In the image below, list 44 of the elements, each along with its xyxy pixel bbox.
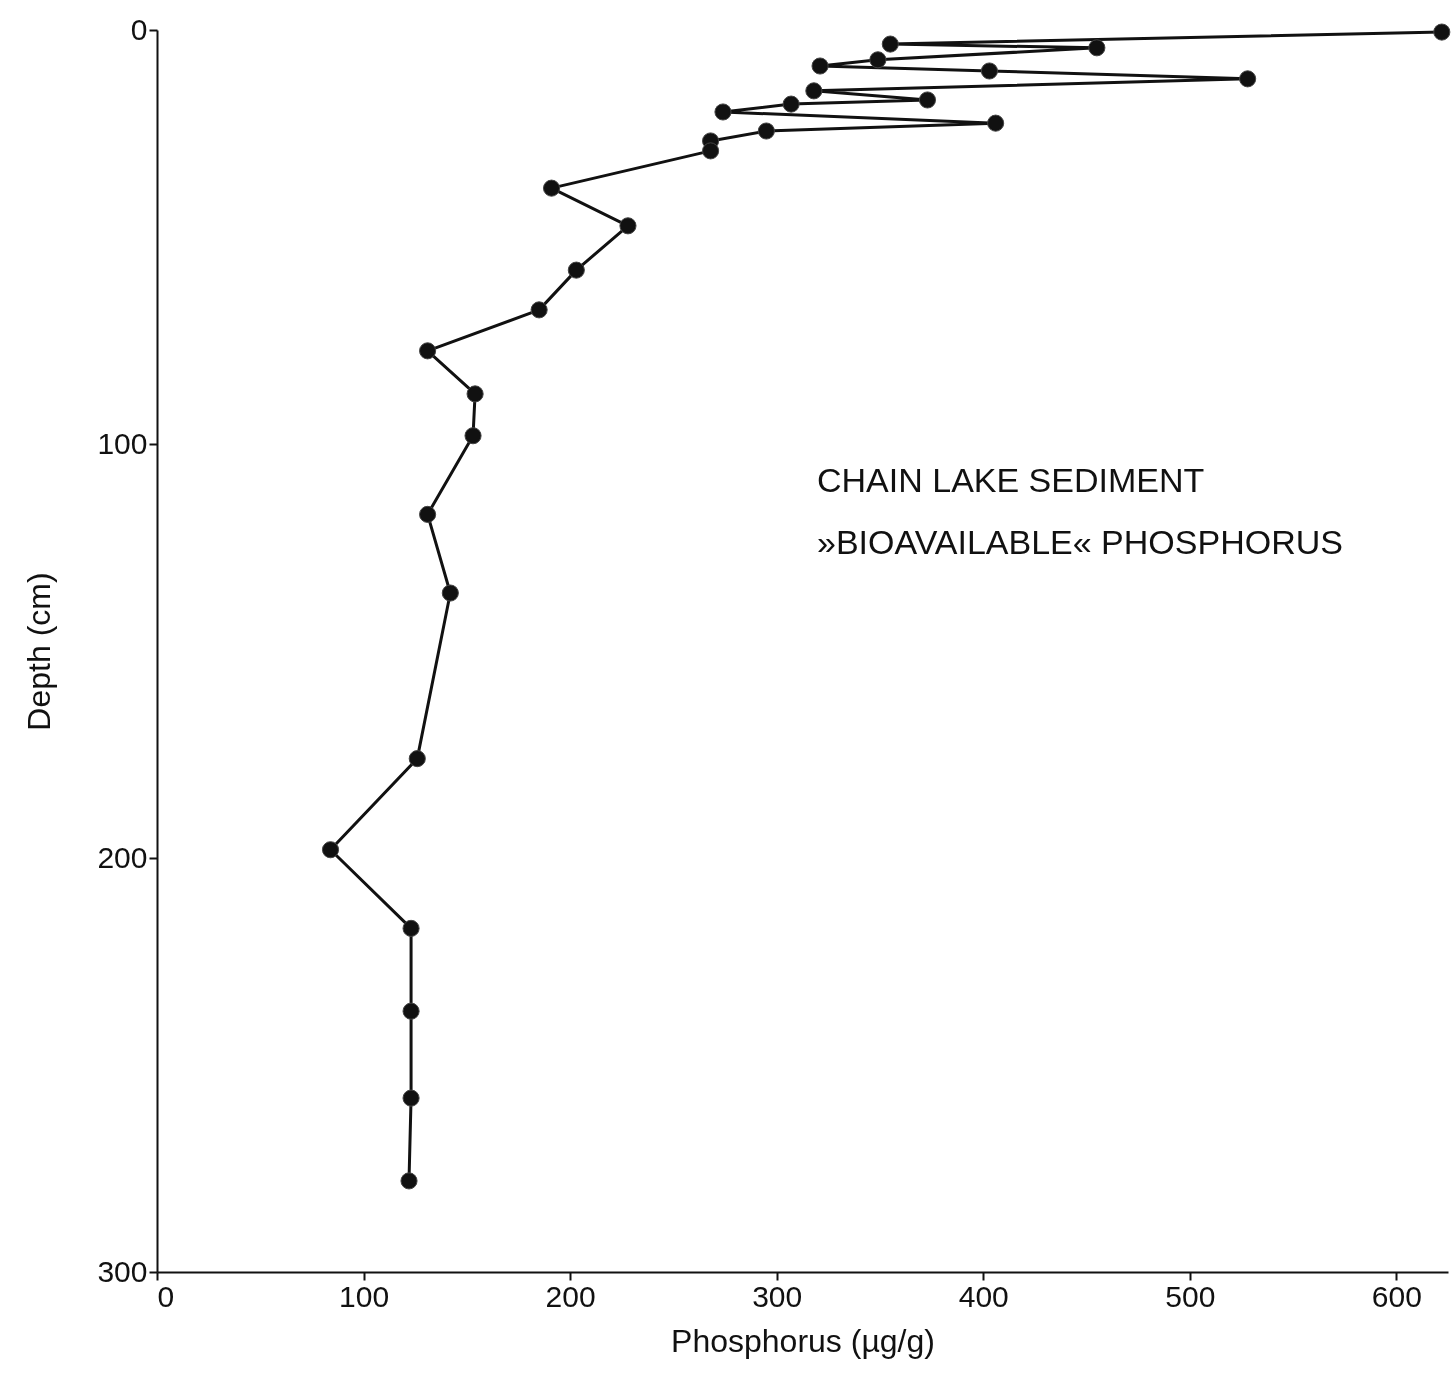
point [980,62,998,80]
y-tick-label: 300 [97,1254,148,1288]
point [400,1172,418,1190]
y-axis-title: Depth (cm) [21,572,58,731]
point [811,57,829,75]
point [702,142,720,160]
x-tick-label: 600 [1371,1279,1422,1313]
x-tick-label: 200 [545,1279,596,1313]
x-tick-label: 500 [1165,1279,1216,1313]
point [1433,23,1451,41]
x-axis-title: Phosphorus (µg/g) [671,1322,935,1359]
annotation: »BIOAVAILABLE« PHOSPHORUS [817,523,1343,561]
point [408,750,426,768]
point [402,1002,420,1020]
point [987,114,1005,132]
y-tick-label: 100 [97,426,148,460]
point [466,385,484,403]
y-tick-label: 0 [130,12,148,46]
x-tick-label: 400 [958,1279,1009,1313]
point [419,505,437,523]
point [1088,39,1106,57]
point [419,342,437,360]
point [464,427,482,445]
point [619,217,637,235]
x-tick-label: 300 [752,1279,803,1313]
point [530,301,548,319]
x-tick-label: 0 [157,1279,175,1313]
point [869,51,887,69]
point [567,261,585,279]
point [1239,70,1257,88]
point [714,103,732,121]
point [782,95,800,113]
point [402,1089,420,1107]
point [402,919,420,937]
x-tick-label: 100 [339,1279,390,1313]
point [757,122,775,140]
point [918,91,937,109]
annotation: CHAIN LAKE SEDIMENT [817,461,1205,499]
point [441,584,459,602]
y-tick-label: 200 [97,840,148,874]
point [542,179,561,197]
point [321,841,340,859]
point [805,82,823,100]
point [881,35,899,53]
